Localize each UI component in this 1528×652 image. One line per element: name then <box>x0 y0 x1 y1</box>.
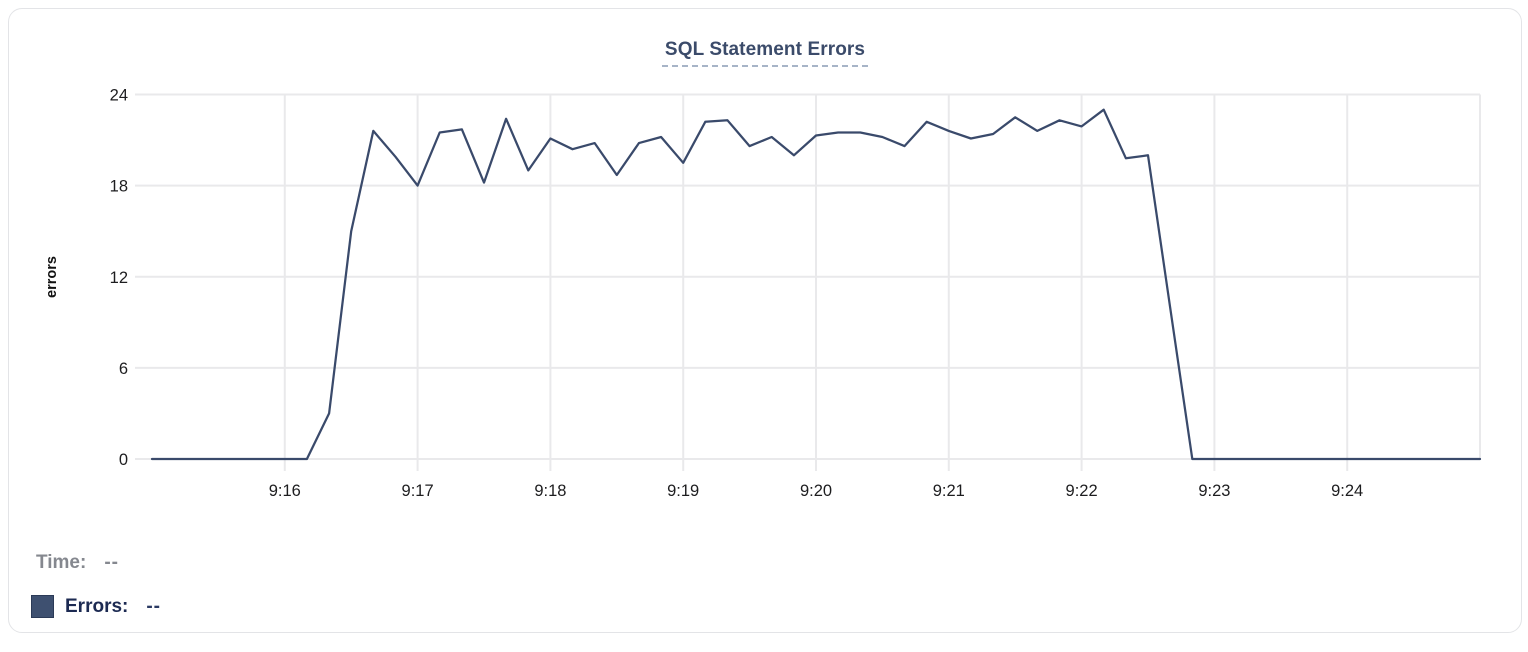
chart-card: SQL Statement Errors 0 6 12 18 24 9:16 9:17 9:1… <box>8 8 1522 633</box>
plot-hover-area[interactable] <box>152 95 1480 460</box>
x-tick-label-9:24: 9:24 <box>1331 482 1363 500</box>
x-tick-label-9:16: 9:16 <box>269 482 301 500</box>
sql-errors-line-chart: 0 6 12 18 24 9:16 9:17 9:18 9:19 9:20 9:21 9:22 9:23… <box>44 87 1482 500</box>
y-tick-label-18: 18 <box>110 178 128 196</box>
x-tick-label-9:19: 9:19 <box>667 482 699 500</box>
x-tick-label-9:17: 9:17 <box>402 482 434 500</box>
y-tick-label-6: 6 <box>119 360 128 378</box>
chart-title[interactable]: SQL Statement Errors <box>661 39 869 67</box>
legend-time-row: Time: -- <box>36 552 119 574</box>
y-tick-label-24: 24 <box>110 87 128 105</box>
chart-title-wrap: SQL Statement Errors <box>9 39 1521 67</box>
legend-errors-row: Errors: -- <box>31 595 161 618</box>
legend-errors-value: -- <box>146 595 162 617</box>
errors-series-swatch <box>31 595 54 618</box>
x-tick-label-9:18: 9:18 <box>534 482 566 500</box>
legend-errors-label: Errors: <box>65 595 129 617</box>
x-tick-label-9:22: 9:22 <box>1066 482 1098 500</box>
legend-time-label: Time: <box>36 552 87 573</box>
y-tick-label-0: 0 <box>119 451 128 469</box>
y-tick-label-12: 12 <box>110 269 128 287</box>
x-tick-label-9:23: 9:23 <box>1198 482 1230 500</box>
legend-time-value: -- <box>104 552 119 573</box>
x-tick-label-9:21: 9:21 <box>933 482 965 500</box>
x-tick-label-9:20: 9:20 <box>800 482 832 500</box>
y-axis-label: errors <box>44 256 60 298</box>
errors-series-line <box>150 108 1482 461</box>
